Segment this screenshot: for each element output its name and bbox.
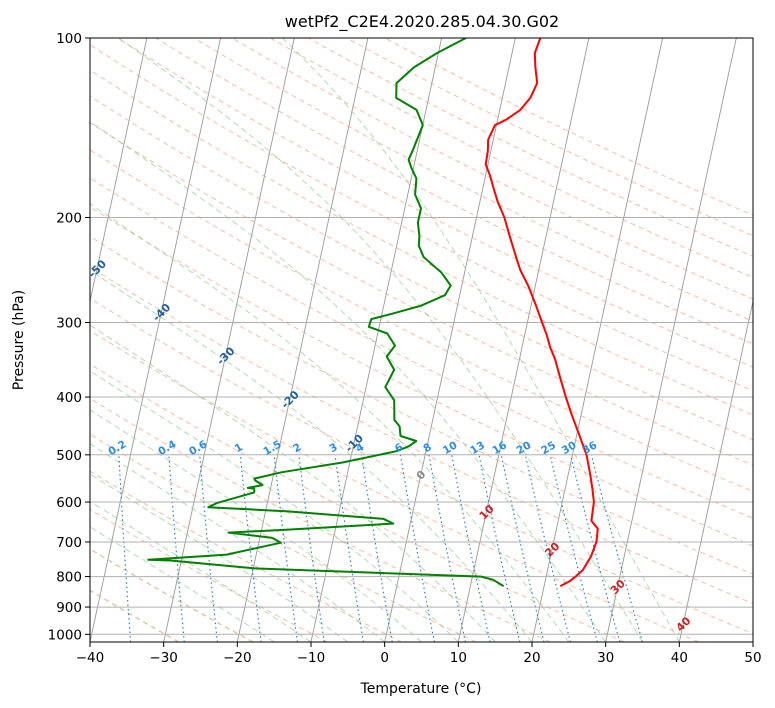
dewpoint-profile-line: [147, 38, 505, 587]
isotherm-line: [457, 38, 590, 642]
mixing-ratio-line: [428, 454, 466, 642]
mixing-ratio-line: [361, 454, 393, 642]
dry-adiabat-line: [90, 297, 753, 635]
moist-adiabat-line: [90, 203, 570, 642]
y-tick-label: 400: [56, 390, 82, 406]
y-axis: 100 200 300 400 500 600 700 800 900 1000: [48, 31, 90, 643]
y-tick-label: 500: [56, 448, 82, 464]
x-tick-label: −30: [149, 650, 178, 666]
isotherm-line: [90, 38, 222, 642]
y-tick-label: 200: [56, 211, 82, 227]
isotherm-line: [384, 38, 516, 642]
mixing-ratio-line: [524, 454, 571, 642]
y-axis-label: Pressure (hPa): [11, 290, 27, 390]
mixing-ratio-line: [298, 454, 325, 642]
x-tick-label: 40: [671, 650, 688, 666]
mixing-ratio-line: [478, 454, 521, 642]
background-lines: [90, 38, 753, 642]
mixing-ratio-line: [500, 454, 545, 642]
mixing-ratio-line: [239, 454, 262, 642]
isotherm-line: [310, 38, 443, 642]
y-tick-label: 300: [56, 316, 82, 332]
dry-adiabat-line: [90, 266, 753, 605]
x-tick-label: −40: [76, 650, 105, 666]
moist-adiabat-line: [90, 443, 385, 642]
dry-adiabat-line: [90, 206, 753, 547]
mixing-ratio-line: [168, 454, 185, 642]
mixing-ratio-line: [118, 454, 132, 642]
dry-adiabat-line: [90, 433, 477, 642]
y-tick-label: 600: [56, 495, 82, 511]
y-tick-label: 100: [56, 31, 82, 47]
isotherm-line: [678, 299, 753, 642]
mixing-ratio-line: [334, 454, 364, 642]
dry-adiabat-line: [90, 397, 551, 642]
moist-adiabat-line: [90, 409, 422, 642]
isotherm-line: [236, 38, 369, 642]
x-tick-label: 50: [744, 650, 761, 666]
mixing-ratio-line: [273, 454, 299, 642]
dry-adiabat-line: [90, 44, 753, 392]
moist-adiabat-line: [90, 121, 607, 642]
plot-frame: [89, 37, 754, 643]
dry-adiabat-line: [90, 95, 753, 441]
dry-adiabat-line: [231, 38, 753, 300]
x-tick-label: −10: [297, 650, 326, 666]
moist-adiabat-line: [90, 473, 349, 642]
dry-adiabat-line: [90, 470, 402, 642]
x-tick-label: 30: [597, 650, 614, 666]
isotherm-line: [531, 38, 664, 642]
dry-adiabat-line: [90, 589, 180, 642]
dry-adiabat-line: [155, 38, 753, 345]
x-tick-label: −20: [223, 650, 252, 666]
isotherm-line: [90, 38, 148, 304]
x-tick-label: 20: [523, 650, 540, 666]
isotherm-line: [163, 38, 295, 642]
x-tick-label: 0: [380, 650, 389, 666]
temperature-profile-line: [484, 38, 599, 587]
mixing-ratio-line: [549, 454, 598, 642]
moist-adiabat-line: [118, 38, 643, 642]
isotherm-line: [605, 38, 737, 642]
moist-adiabat-line: [90, 269, 533, 642]
chart-title: wetPf2_C2E4.2020.285.04.30.G02: [285, 12, 559, 32]
dry-adiabat-line: [90, 363, 625, 642]
x-tick-label: 10: [450, 650, 467, 666]
dry-adiabat-line: [90, 235, 753, 575]
mixing-ratio-line: [399, 454, 435, 642]
mixing-ratio-line: [451, 454, 491, 642]
profiles: [147, 38, 599, 587]
pressure-gridlines: [90, 38, 753, 635]
y-tick-label: 900: [56, 600, 82, 616]
dry-adiabat-line: [90, 508, 328, 642]
y-tick-label: 1000: [48, 627, 82, 643]
x-axis-label: Temperature (°C): [360, 681, 482, 697]
y-tick-label: 700: [56, 535, 82, 551]
y-tick-label: 800: [56, 570, 82, 586]
x-axis: −40 −30 −20 −10 0 10 20 30 40 50: [76, 642, 762, 666]
moist-adiabat-line: [90, 370, 459, 642]
dry-adiabat-line: [90, 149, 753, 492]
